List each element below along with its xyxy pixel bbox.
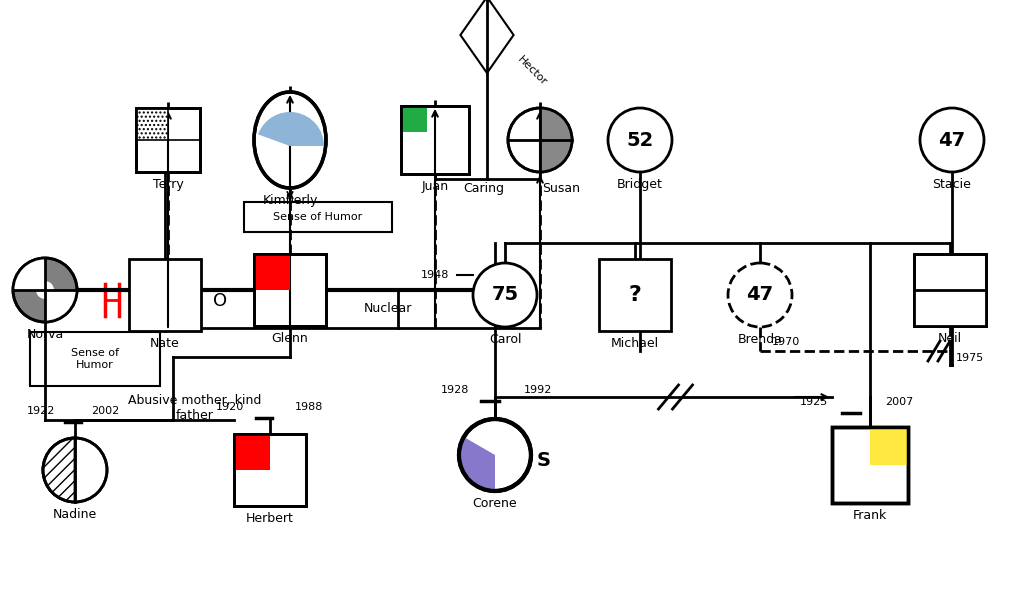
Circle shape <box>920 108 984 172</box>
Text: 75: 75 <box>491 285 519 304</box>
Text: 1988: 1988 <box>295 402 324 412</box>
Bar <box>234 434 270 470</box>
Bar <box>914 254 986 326</box>
Bar <box>254 254 326 326</box>
Wedge shape <box>459 437 495 491</box>
Bar <box>136 108 200 172</box>
Bar <box>234 434 306 506</box>
Text: O: O <box>213 292 227 310</box>
Text: Sense of Humor: Sense of Humor <box>273 212 363 222</box>
Text: Caring: Caring <box>463 182 504 195</box>
Text: 1928: 1928 <box>441 385 469 395</box>
Text: 1948: 1948 <box>421 270 449 280</box>
Text: 1975: 1975 <box>956 353 985 363</box>
Text: Nadine: Nadine <box>53 508 97 521</box>
Bar <box>870 427 908 465</box>
Bar <box>401 106 469 174</box>
Wedge shape <box>13 258 45 290</box>
Text: Frank: Frank <box>853 509 887 522</box>
Text: Nate: Nate <box>150 337 180 350</box>
Bar <box>234 434 306 506</box>
Text: 1920: 1920 <box>216 402 244 412</box>
Text: Abusive mother, kind
father: Abusive mother, kind father <box>128 394 262 422</box>
Wedge shape <box>43 438 75 502</box>
Text: Michael: Michael <box>611 337 659 350</box>
Bar <box>129 259 201 331</box>
Circle shape <box>459 419 531 491</box>
Text: 52: 52 <box>627 131 654 149</box>
Text: 1970: 1970 <box>772 337 801 347</box>
Text: Corene: Corene <box>473 497 518 510</box>
Text: 1992: 1992 <box>524 385 552 395</box>
Text: Terry: Terry <box>153 178 183 191</box>
Circle shape <box>608 108 672 172</box>
Wedge shape <box>45 290 77 322</box>
Bar <box>832 427 908 503</box>
Text: Glenn: Glenn <box>272 332 308 345</box>
Text: Carol: Carol <box>488 333 522 346</box>
Bar <box>914 254 986 326</box>
Text: Hector: Hector <box>516 54 549 87</box>
Circle shape <box>508 108 572 172</box>
Bar <box>136 108 168 140</box>
Bar <box>136 108 200 172</box>
Wedge shape <box>540 108 572 172</box>
Text: S: S <box>537 451 551 469</box>
Text: Stacie: Stacie <box>932 178 972 191</box>
Bar <box>244 202 392 232</box>
Text: Susan: Susan <box>542 182 580 195</box>
Text: 47: 47 <box>938 131 966 149</box>
Text: Sense of
Humor: Sense of Humor <box>71 348 119 370</box>
Bar <box>832 427 908 503</box>
Text: ?: ? <box>629 285 641 305</box>
Text: Neil: Neil <box>938 332 962 345</box>
Circle shape <box>36 281 54 299</box>
Circle shape <box>728 263 792 327</box>
Text: Nuclear: Nuclear <box>363 302 411 315</box>
Wedge shape <box>258 112 324 146</box>
Text: 1925: 1925 <box>800 397 828 407</box>
Text: Norva: Norva <box>26 328 64 341</box>
Circle shape <box>13 258 77 322</box>
Bar <box>254 254 290 290</box>
Bar <box>401 106 427 131</box>
Text: 2002: 2002 <box>91 406 119 416</box>
Bar <box>401 106 469 174</box>
Circle shape <box>43 438 107 502</box>
Bar <box>254 254 326 326</box>
Text: 1922: 1922 <box>27 406 56 416</box>
Text: Kimberly: Kimberly <box>262 194 317 207</box>
Text: Juan: Juan <box>422 180 449 193</box>
Text: 47: 47 <box>746 285 773 304</box>
Bar <box>599 259 671 331</box>
Text: Brenda: Brenda <box>738 333 783 346</box>
Bar <box>30 332 160 386</box>
Text: Herbert: Herbert <box>246 512 294 525</box>
Text: Bridget: Bridget <box>617 178 663 191</box>
Ellipse shape <box>254 92 326 188</box>
Bar <box>914 290 986 326</box>
Circle shape <box>473 263 537 327</box>
Text: 2007: 2007 <box>885 397 913 407</box>
